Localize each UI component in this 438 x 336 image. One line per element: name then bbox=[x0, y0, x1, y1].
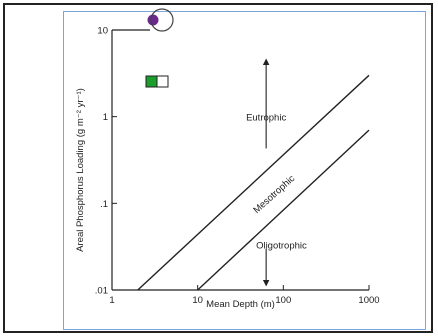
x-tick-label: 100 bbox=[275, 295, 291, 306]
y-tick-label: 10 bbox=[97, 26, 108, 37]
x-tick-label: 1 bbox=[109, 295, 114, 306]
x-axis-label: Mean Depth (m) bbox=[206, 299, 275, 310]
chart-frame bbox=[63, 11, 426, 330]
y-tick-label: .01 bbox=[95, 286, 108, 297]
y-tick-label: 1 bbox=[103, 112, 108, 123]
purple-dot-icon[interactable] bbox=[147, 14, 159, 26]
region-label-eutrophic: Eutrophic bbox=[246, 113, 286, 124]
ring-icon[interactable] bbox=[150, 8, 174, 32]
boundary-line-1 bbox=[137, 74, 370, 291]
y-axis-label: Areal Phosphorus Loading (g m⁻² yr⁻¹) bbox=[75, 88, 86, 252]
x-tick-label: 10 bbox=[192, 295, 203, 306]
toggle-on-segment[interactable] bbox=[145, 75, 158, 88]
region-label-oligotrophic: Oligotrophic bbox=[256, 241, 307, 252]
region-label-mesotrophic: Mesotrophic bbox=[251, 173, 297, 216]
y-tick-label: .1 bbox=[100, 199, 108, 210]
outer-frame bbox=[3, 3, 433, 333]
x-tick-label: 1000 bbox=[358, 295, 379, 306]
toggle-off-segment[interactable] bbox=[156, 75, 169, 88]
boundary-line-2 bbox=[197, 129, 370, 291]
